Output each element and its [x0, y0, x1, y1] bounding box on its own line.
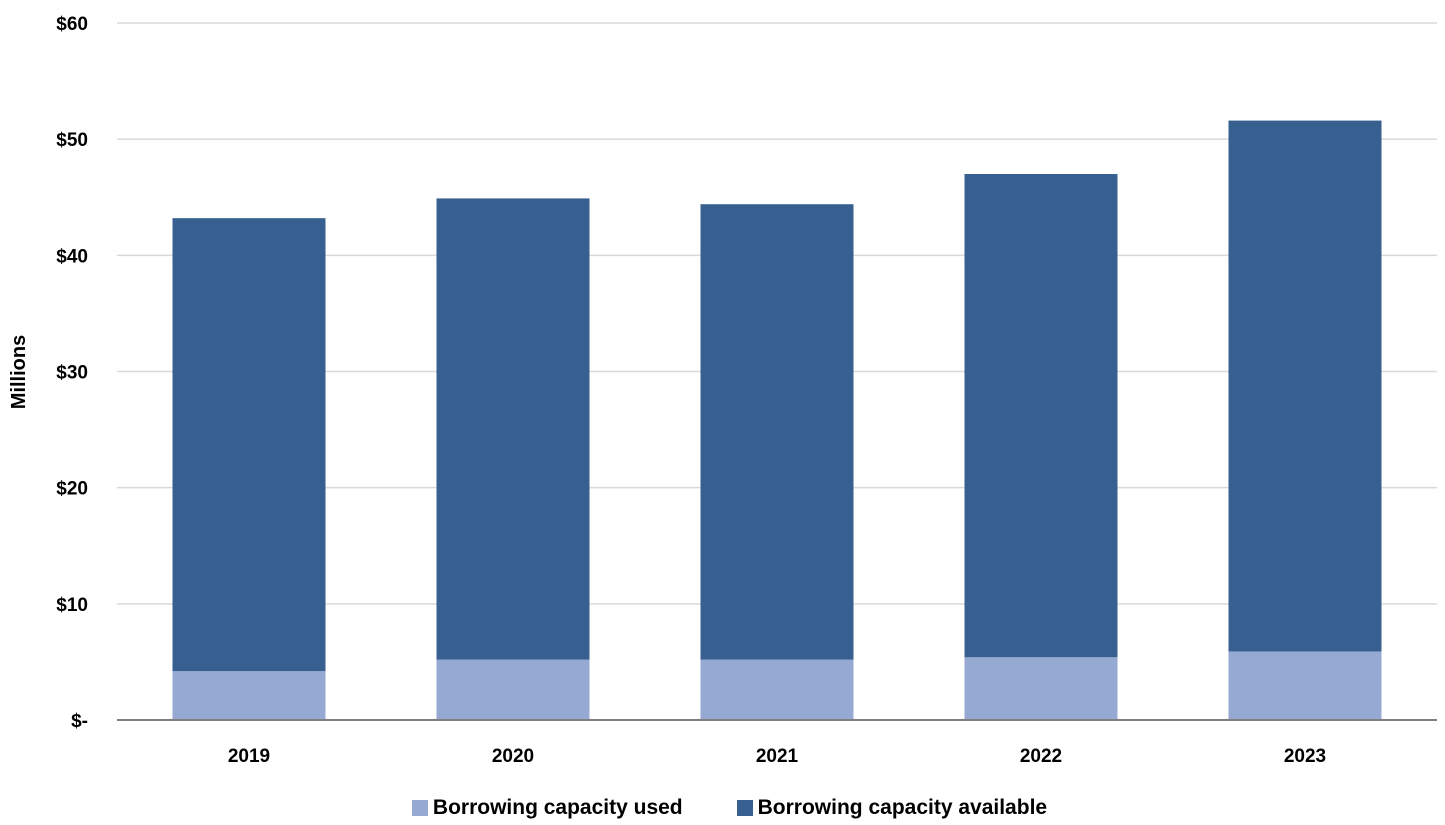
- legend-label-used: Borrowing capacity used: [432, 796, 683, 819]
- bar-group: [172, 120, 1382, 720]
- y-tick-label: $40: [56, 246, 88, 267]
- bar-used-2023: [1228, 651, 1382, 720]
- bar-used-2020: [436, 659, 590, 720]
- y-tick-label: $-: [71, 711, 88, 732]
- x-tick-labels: 2019 2020 2021 2022 2023: [228, 746, 1326, 767]
- legend-item-used: Borrowing capacity used: [411, 796, 683, 820]
- bar-available-2020: [436, 198, 590, 660]
- y-tick-label: $20: [56, 479, 88, 500]
- legend-item-available: Borrowing capacity available: [736, 796, 1048, 820]
- y-tick-label: $60: [56, 14, 88, 35]
- bar-used-2021: [700, 659, 854, 720]
- x-tick-label: 2023: [1284, 746, 1326, 767]
- bar-available-2023: [1228, 120, 1382, 652]
- y-tick-labels: $- $10 $20 $30 $40 $50 $60: [56, 14, 88, 732]
- y-axis-title: Millions: [8, 335, 30, 409]
- x-tick-label: 2022: [1020, 746, 1062, 767]
- legend: Borrowing capacity used Borrowing capaci…: [0, 796, 1445, 820]
- bar-available-2019: [172, 218, 326, 672]
- x-tick-label: 2019: [228, 746, 270, 767]
- y-tick-label: $10: [56, 595, 88, 616]
- x-tick-label: 2021: [756, 746, 799, 767]
- y-tick-label: $30: [56, 363, 88, 384]
- bar-used-2019: [172, 671, 326, 720]
- legend-swatch-used: [411, 800, 428, 816]
- bar-available-2022: [964, 174, 1118, 658]
- legend-label-available: Borrowing capacity available: [757, 796, 1048, 819]
- y-tick-label: $50: [56, 130, 88, 151]
- bar-used-2022: [964, 657, 1118, 720]
- x-tick-label: 2020: [492, 746, 534, 767]
- legend-swatch-available: [736, 800, 753, 816]
- bar-available-2021: [700, 204, 854, 660]
